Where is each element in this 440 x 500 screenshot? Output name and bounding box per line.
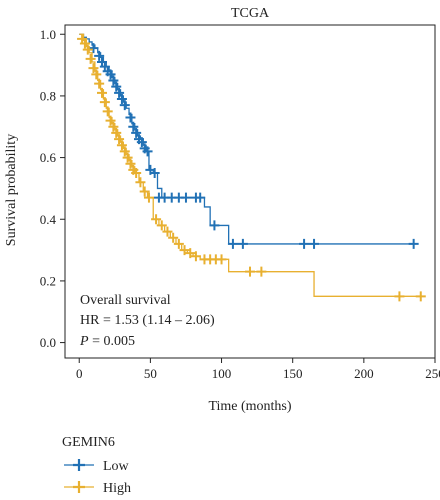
legend-item-high: High <box>64 481 131 496</box>
annotation-p-value: P = 0.005 <box>79 334 135 349</box>
censor-mark-high <box>256 266 267 277</box>
censor-mark-high <box>79 38 90 49</box>
censor-mark-high <box>131 168 142 178</box>
censor-mark-high <box>415 291 426 302</box>
y-tick-label: 0.8 <box>40 88 56 103</box>
legend-label: Low <box>103 459 130 474</box>
x-tick-label: 0 <box>76 366 83 381</box>
censor-mark-high <box>394 291 405 302</box>
censor-mark-low <box>108 75 119 86</box>
censor-mark-low <box>195 192 206 203</box>
censor-mark-low <box>125 112 136 123</box>
censor-mark-low <box>94 50 105 61</box>
x-tick-label: 50 <box>144 366 157 381</box>
censor-mark-low <box>237 238 248 249</box>
censor-mark-low <box>111 81 122 92</box>
y-tick-label: 0.6 <box>40 150 57 165</box>
annotation-overall-survival: Overall survival <box>80 293 171 308</box>
censor-mark-high <box>94 78 105 89</box>
censor-mark-high <box>114 134 125 145</box>
censor-mark-low <box>116 94 127 104</box>
censor-mark-high <box>190 251 201 262</box>
y-tick-label: 1.0 <box>40 27 56 42</box>
series-high <box>77 33 426 302</box>
y-tick-label: 0.2 <box>40 273 56 288</box>
y-tick-label: 0.0 <box>40 335 56 350</box>
censor-mark-high <box>143 192 154 203</box>
censor-mark-high <box>168 232 179 243</box>
censor-mark-low <box>131 127 142 138</box>
x-tick-label: 100 <box>212 366 232 381</box>
censor-mark-low <box>119 100 130 111</box>
x-axis-label: Time (months) <box>208 399 291 414</box>
y-tick-label: 0.4 <box>40 212 57 227</box>
plot-border <box>64 24 436 359</box>
censor-mark-high <box>119 146 130 157</box>
censor-mark-low <box>149 168 160 178</box>
censor-mark-high <box>185 248 196 259</box>
censor-mark-high <box>85 53 96 64</box>
censor-mark-low <box>128 121 139 132</box>
legend-title: GEMIN6 <box>62 435 115 450</box>
censor-mark-low <box>114 87 125 98</box>
legend-swatch-cross <box>73 459 85 471</box>
annotation-hazard-ratio: HR = 1.53 (1.14 – 2.06) <box>80 313 215 328</box>
survival-curve-low <box>79 33 414 245</box>
y-axis: 0.0 0.2 0.4 0.6 0.8 1.0 <box>40 27 65 350</box>
censor-mark-high <box>122 152 133 163</box>
chart-title: TCGA <box>231 6 270 21</box>
censor-mark-high <box>216 254 227 265</box>
legend-swatch-cross <box>73 481 85 493</box>
censor-mark-high <box>173 238 184 249</box>
censor-mark-low <box>299 238 310 249</box>
y-axis-label: Survival probability <box>4 134 19 246</box>
series-layer <box>77 33 426 302</box>
censor-mark-high <box>88 63 99 74</box>
censor-mark-low <box>180 192 191 203</box>
censor-mark-low <box>209 220 220 231</box>
series-low <box>79 33 419 249</box>
censor-mark-high <box>125 158 136 169</box>
censor-mark-low <box>227 238 238 249</box>
censor-mark-low <box>309 238 320 249</box>
x-axis: 0 50 100 150 200 250 <box>76 358 440 381</box>
censor-mark-high <box>151 214 162 225</box>
censor-mark-high <box>111 127 122 138</box>
censor-mark-low <box>105 69 116 80</box>
censor-mark-low <box>142 146 153 157</box>
censor-mark-high <box>179 245 190 256</box>
censor-mark-high <box>245 266 255 277</box>
censor-mark-high <box>108 121 119 132</box>
censor-mark-low <box>88 43 99 54</box>
legend-item-low: Low <box>64 459 130 474</box>
censor-mark-high <box>116 140 127 151</box>
censor-mark-low <box>136 137 147 148</box>
censor-mark-high <box>156 220 167 231</box>
censor-mark-high <box>99 97 110 108</box>
x-tick-label: 250 <box>425 366 440 381</box>
legend: GEMIN6 Low High <box>62 435 131 496</box>
x-tick-label: 150 <box>283 366 303 381</box>
censor-mark-high <box>97 87 107 98</box>
plot-area <box>64 24 436 359</box>
censor-mark-high <box>91 69 102 80</box>
censor-mark-high <box>135 177 146 188</box>
censor-mark-high <box>102 106 113 117</box>
censor-mark-high <box>162 226 173 237</box>
censor-mark-low <box>408 238 419 249</box>
censor-mark-high <box>82 44 93 55</box>
legend-label: High <box>103 481 131 496</box>
censor-mark-high <box>139 186 150 197</box>
x-tick-label: 200 <box>354 366 374 381</box>
censor-mark-high <box>105 115 116 126</box>
